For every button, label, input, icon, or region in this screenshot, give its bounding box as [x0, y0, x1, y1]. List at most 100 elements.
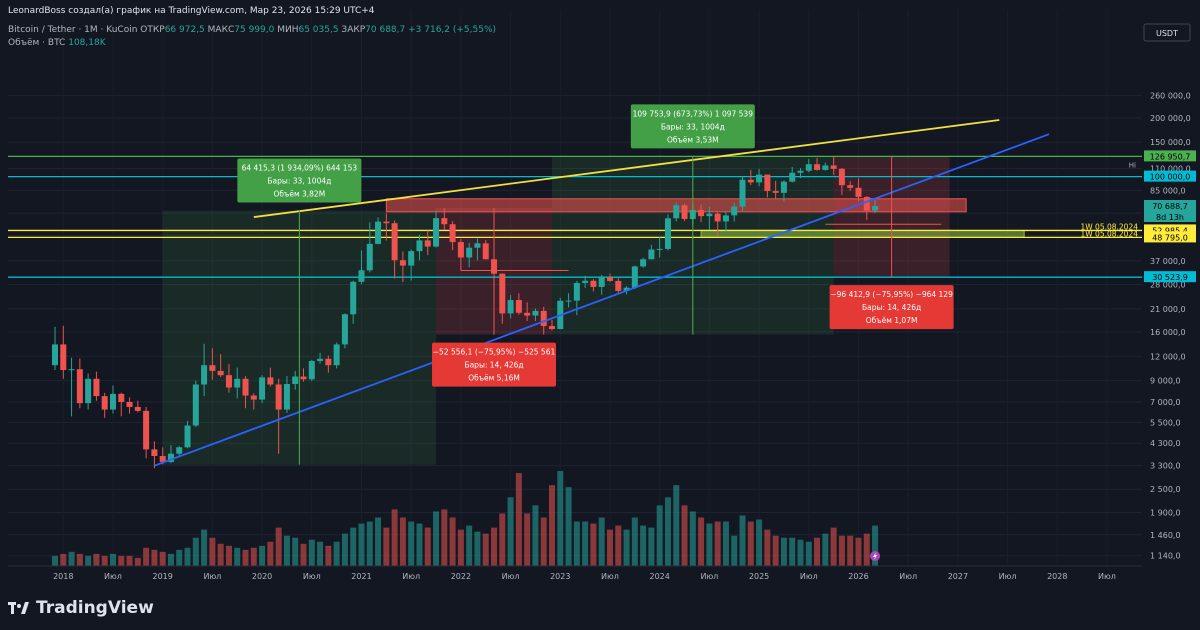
candle-body — [167, 453, 174, 462]
candle-body — [573, 282, 580, 301]
volume-bar — [300, 543, 307, 566]
candle-body — [722, 215, 729, 222]
candle-body — [325, 358, 332, 366]
measure-label: −52 556,1 (−75,95%) −525 561 Бары: 14, 42… — [432, 342, 557, 387]
candle-body — [631, 266, 638, 288]
volume-bar — [606, 529, 613, 566]
volume-bar — [366, 521, 373, 566]
volume-legend: Объём · BTC 108,18K — [8, 38, 106, 48]
candle-body — [259, 377, 266, 400]
volume-bar — [433, 511, 440, 566]
candle-body — [797, 170, 804, 173]
x-tick-label: 2026 — [848, 572, 868, 581]
candle-body — [184, 425, 191, 448]
volume-bar — [76, 553, 83, 566]
volume-bar — [350, 527, 357, 566]
volume-bar — [673, 485, 680, 566]
price-label-text: 126 950,7 — [1150, 152, 1191, 161]
currency-button[interactable]: USDT — [1143, 23, 1191, 42]
candle-body — [358, 270, 365, 282]
x-tick-label: 2020 — [252, 572, 272, 581]
measure-label-text: Бары: 14, 426д — [464, 361, 523, 370]
close-label: ЗАКР — [341, 25, 366, 35]
candle-body — [308, 360, 315, 380]
open-value: 66 972,5 — [164, 25, 205, 35]
volume-label[interactable]: Объём · BTC — [8, 38, 66, 48]
measure-label-text: Бары: 14, 426д — [862, 303, 921, 312]
candle-body — [101, 396, 108, 410]
hi-marker: Hi — [1129, 161, 1136, 169]
volume-bar — [648, 527, 655, 566]
volume-bar — [772, 535, 779, 566]
candle-body — [590, 280, 597, 287]
volume-bar — [689, 511, 696, 566]
measure-label-text: Объём 5,16M — [468, 374, 520, 383]
volume-bar — [275, 527, 282, 566]
candle-body — [60, 344, 67, 371]
measure-label-text: Бары: 33, 1004д — [661, 122, 725, 131]
price-zone — [700, 229, 1025, 238]
candle-body — [151, 449, 158, 456]
volume-bar — [615, 525, 622, 566]
volume-bar — [590, 523, 597, 566]
y-tick-label: 260 000,0 — [1150, 92, 1191, 101]
candle-body — [598, 277, 605, 287]
candle-body — [383, 221, 390, 224]
candle-body — [267, 377, 274, 385]
candle-body — [830, 165, 837, 169]
tradingview-logo[interactable]: TradingView — [8, 598, 154, 618]
measure-label-text: −96 412,9 (−75,95%) −964 129 — [830, 290, 953, 299]
candle-body — [341, 314, 348, 345]
candle-body — [706, 213, 713, 217]
volume-bar — [780, 537, 787, 566]
volume-bar — [317, 541, 324, 566]
y-tick-label: 9 000,0 — [1150, 377, 1181, 386]
open-label: ОТКР — [140, 25, 165, 35]
volume-bar — [143, 547, 150, 566]
currency-button-box — [1143, 23, 1191, 42]
volume-bar — [797, 539, 804, 566]
volume-bar — [640, 525, 647, 566]
volume-bar — [739, 515, 746, 566]
candle-body — [234, 378, 241, 388]
y-tick-label: 16 000,0 — [1150, 328, 1186, 337]
chart-credit: LeonardBoss создал(а) график на TradingV… — [8, 6, 375, 16]
volume-bar — [126, 555, 133, 566]
y-tick-label: 1 460,0 — [1150, 531, 1181, 540]
measure-label-box — [829, 285, 954, 330]
volume-bar — [631, 517, 638, 566]
volume-bar — [532, 505, 539, 566]
x-tick-label: 2028 — [1047, 572, 1067, 581]
candle-body — [292, 376, 299, 385]
candle-body — [441, 218, 448, 225]
volume-bar — [250, 547, 257, 566]
x-tick-label: 2023 — [550, 572, 570, 581]
candle-body — [250, 395, 257, 400]
volume-bar — [764, 529, 771, 566]
candle-body — [408, 251, 415, 266]
volume-bar — [391, 509, 398, 566]
volume-bar — [358, 523, 365, 566]
symbol-title[interactable]: Bitcoin / Tether · 1M · KuCoin — [8, 25, 138, 35]
candle-body — [134, 406, 141, 411]
volume-bar — [308, 539, 315, 566]
volume-bar — [93, 553, 100, 566]
volume-bar — [714, 521, 721, 566]
high-value: 75 999,0 — [234, 25, 275, 35]
price-label-text: 48 795,0 — [1152, 233, 1188, 242]
price-label-tag — [1144, 271, 1196, 283]
measure-label-text: Бары: 33, 1004д — [267, 177, 331, 186]
candle-body — [698, 209, 705, 217]
x-tick-label: Июл — [700, 572, 718, 581]
volume-bar — [424, 527, 431, 566]
change-value: +3 716,2 (+5,55%) — [408, 25, 497, 35]
level-tag: 1W 05.08.2024 — [1080, 222, 1138, 231]
y-tick-label: 5 500,0 — [1150, 418, 1181, 427]
measure-label-text: Объём 1,07M — [866, 316, 918, 325]
volume-bar — [267, 541, 274, 566]
candle-body — [606, 277, 613, 281]
measure-label-text: −52 556,1 (−75,95%) −525 561 — [433, 348, 556, 357]
x-tick-label: Июл — [601, 572, 619, 581]
volume-bar — [341, 533, 348, 566]
